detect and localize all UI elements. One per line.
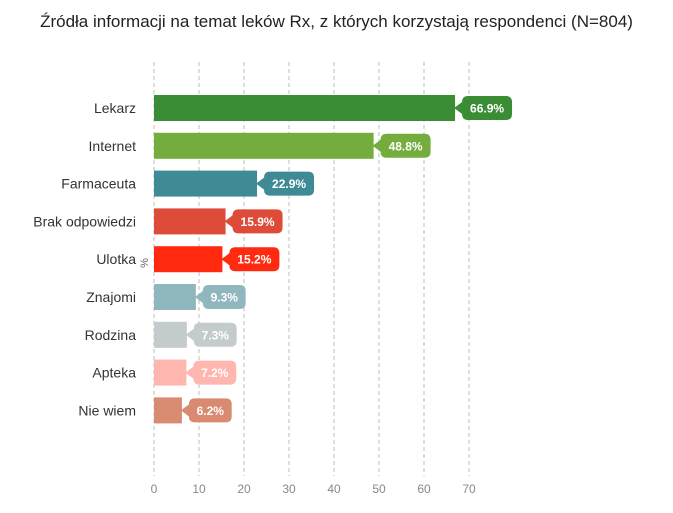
- chart-title: Źródła informacji na temat leków Rx, z k…: [40, 12, 633, 31]
- data-label: 7.2%: [201, 366, 229, 380]
- bar: [154, 95, 456, 121]
- data-label: 15.2%: [237, 253, 271, 267]
- data-label: 22.9%: [272, 177, 306, 191]
- data-label-callout: [185, 322, 237, 347]
- data-label-callout: [194, 285, 246, 309]
- x-tick-label: 30: [282, 482, 296, 496]
- data-label: 66.9%: [470, 102, 504, 116]
- bar: [154, 246, 223, 273]
- data-label: 6.2%: [197, 404, 225, 418]
- data-label-callout: [256, 171, 315, 196]
- data-label-callout: [454, 96, 513, 120]
- category-label: Internet: [89, 138, 137, 154]
- data-label: 15.9%: [241, 215, 275, 229]
- bar: [154, 132, 374, 159]
- data-label-callout: [221, 247, 280, 272]
- data-label: 7.3%: [202, 328, 230, 342]
- bar: [154, 170, 258, 197]
- data-label-callout: [372, 133, 431, 158]
- bar: [154, 359, 187, 386]
- x-tick-label: 50: [372, 482, 386, 496]
- data-label-callout: [180, 398, 232, 423]
- bar: [154, 208, 226, 235]
- bar: [154, 397, 182, 424]
- x-tick-label: 10: [192, 482, 206, 496]
- data-label-callout: [185, 360, 237, 385]
- bar: [154, 321, 187, 348]
- category-label: Rodzina: [85, 327, 137, 343]
- category-label: Nie wiem: [78, 402, 136, 418]
- bar: [154, 284, 196, 310]
- data-label: 48.8%: [389, 139, 423, 153]
- x-tick-label: 60: [417, 482, 431, 496]
- x-tick-label: 0: [151, 482, 158, 496]
- category-label: Farmaceuta: [61, 176, 136, 192]
- x-tick-label: 20: [237, 482, 251, 496]
- category-label: Znajomi: [86, 289, 136, 305]
- data-label: 9.3%: [211, 291, 239, 305]
- category-label: Ulotka: [96, 251, 136, 267]
- x-tick-label: 70: [462, 482, 476, 496]
- data-label-callout: [224, 209, 283, 234]
- x-tick-label: 40: [327, 482, 341, 496]
- category-label: Apteka: [92, 365, 136, 381]
- x-axis-unit-label: %: [139, 258, 151, 268]
- category-label: Brak odpowiedzi: [33, 213, 136, 229]
- category-label: Lekarz: [94, 100, 136, 116]
